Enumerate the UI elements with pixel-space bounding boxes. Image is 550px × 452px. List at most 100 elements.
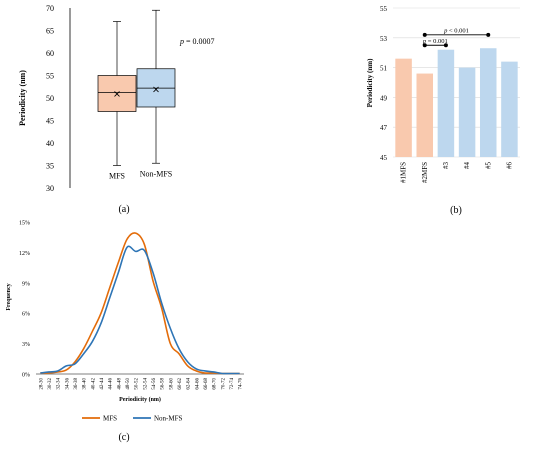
line-chart-x-tick-label: 34-36 <box>65 378 70 390</box>
line-chart-x-tick-label: 44-46 <box>109 378 114 390</box>
boxplot-p-value-annotation: p = 0.0007 <box>179 37 215 46</box>
line-chart-x-tick-label: 66-68 <box>204 378 209 390</box>
boxplot-mean-marker <box>114 91 120 97</box>
bar-chart-x-tick-label: #6 <box>505 162 513 170</box>
line-chart-y-tick-label: 12% <box>19 251 30 257</box>
bar-chart-bar <box>479 48 497 158</box>
line-chart-x-tick-label: 70-72 <box>221 378 226 390</box>
line-chart-x-tick-label: 36-38 <box>74 378 79 390</box>
line-chart-x-tick-label: 30-32 <box>48 378 53 390</box>
boxplot-p-symbol: p <box>179 37 184 46</box>
line-chart-y-tick-label: 15% <box>19 221 30 227</box>
boxplot-y-tick-label: 30 <box>46 184 54 193</box>
significance-bracket-endpoint <box>443 43 448 48</box>
bar-chart-x-tick-labels: #1MFS #2MFS #3 #4 #5 #6 <box>400 162 514 184</box>
boxplot-p-value: = 0.0007 <box>184 37 215 46</box>
line-chart-series-line <box>40 232 240 375</box>
bar-chart-y-tick-label: 47 <box>380 124 388 132</box>
bar-chart-y-tick-labels: 45 47 49 51 53 55 <box>380 5 388 162</box>
line-chart-x-tick-label: 48-50 <box>126 378 131 390</box>
significance-p-value: p = 0.001 <box>422 38 448 45</box>
line-chart-x-tick-label: 38-40 <box>83 378 88 390</box>
boxplot-y-tick-label: 55 <box>46 72 54 81</box>
bar-chart-x-tick-label: #3 <box>442 162 450 170</box>
bar-chart-x-tick-label: #5 <box>484 162 492 170</box>
significance-p-text: < 0.001 <box>447 27 469 34</box>
line-chart-x-tick-label: 68-70 <box>213 378 218 390</box>
bar-chart-y-tick-label: 53 <box>380 35 388 43</box>
line-chart-x-tick-label: 56-58 <box>161 378 166 390</box>
bar-chart-y-tick-label: 49 <box>380 94 388 102</box>
boxplot-category-label: MFS <box>109 172 125 181</box>
boxplot-boxes: MFS Non-MFS <box>97 9 176 181</box>
boxplot-y-axis-label: Periodicity (nm) <box>18 70 27 126</box>
significance-p-symbol: p <box>443 27 448 34</box>
boxplot-panel: 30 35 40 45 50 55 60 65 70 Periodicity (nm) MFS N… <box>18 4 215 215</box>
legend-label: MFS <box>103 415 117 423</box>
line-chart-series <box>40 232 240 375</box>
bar-chart-gridlines <box>393 7 520 158</box>
boxplot-y-tick-label: 40 <box>46 139 54 148</box>
boxplot-y-tick-label: 50 <box>46 94 54 103</box>
line-chart-x-tick-label: 54-56 <box>152 378 157 390</box>
line-chart-x-tick-label: 72-74 <box>230 378 235 390</box>
bar-chart-y-tick-label: 45 <box>380 154 388 162</box>
line-chart-x-axis-label: Periodicity (nm) <box>119 396 161 403</box>
bar-chart-x-tick-label: #1MFS <box>400 162 408 183</box>
bar-chart-x-tick-label: #4 <box>463 162 471 170</box>
line-chart-x-tick-label: 60-62 <box>178 378 183 390</box>
line-chart-x-tick-label: 74-76 <box>239 378 244 390</box>
line-chart-x-tick-label: 32-34 <box>57 378 62 390</box>
bar-chart-panel: 45 47 49 51 53 55 Periodicity (nm) #1MFS #2MFS… <box>366 5 520 216</box>
line-chart-x-tick-label: 42-44 <box>100 378 105 390</box>
significance-bracket-endpoint <box>422 43 427 48</box>
line-chart-x-tick-label: 52-54 <box>143 378 148 390</box>
boxplot-y-tick-label: 35 <box>46 162 54 171</box>
significance-p-text: = 0.001 <box>426 38 448 45</box>
boxplot-y-tick-label: 70 <box>46 4 54 13</box>
bar-chart-y-tick-label: 55 <box>380 5 388 13</box>
bar-chart-y-tick-label: 51 <box>380 65 388 73</box>
line-chart-y-tick-label: 6% <box>22 312 30 318</box>
line-chart-x-tick-label: 28-30 <box>39 378 44 390</box>
panel-label-c: (c) <box>118 432 129 443</box>
line-chart-y-tick-label: 9% <box>22 281 30 287</box>
boxplot-mean-marker <box>153 86 159 93</box>
bar-chart-x-tick-label: #2MFS <box>421 162 429 183</box>
line-chart-x-tick-label: 58-60 <box>169 378 174 390</box>
panel-label-b: (b) <box>450 205 462 216</box>
bar-chart-y-axis-label: Periodicity (nm) <box>366 58 374 107</box>
significance-p-symbol: p <box>422 38 427 45</box>
boxplot-category-label: Non-MFS <box>140 169 172 178</box>
line-chart-x-tick-label: 40-42 <box>91 378 96 390</box>
bar-chart-bar <box>501 61 518 157</box>
boxplot-y-tick-label: 60 <box>46 49 54 58</box>
boxplot-y-tick-label: 65 <box>46 27 54 36</box>
boxplot-y-tick-labels: 30 35 40 45 50 55 60 65 70 <box>46 4 54 193</box>
bar-chart-bar <box>395 58 412 157</box>
line-chart-panel: 0% 3% 6% 9% 12% 15% Frequency 28-30 30-32 32-34… <box>6 221 244 443</box>
bar-chart-bar <box>458 67 476 157</box>
significance-bracket-endpoint <box>486 32 491 37</box>
line-chart-x-tick-label: 50-52 <box>135 378 140 390</box>
line-chart-y-tick-label: 3% <box>22 342 30 348</box>
significance-p-value: p < 0.001 <box>443 27 469 34</box>
panel-label-a: (a) <box>118 204 129 215</box>
line-chart-y-axis-label: Frequency <box>6 283 12 310</box>
line-chart-x-tick-labels: 28-30 30-32 32-34 34-36 36-38 38-40 40-42 42-44… <box>39 378 243 390</box>
line-chart-y-tick-labels: 0% 3% 6% 9% 12% 15% <box>19 221 30 379</box>
significance-bracket-endpoint <box>422 32 427 37</box>
bar-chart-bar <box>416 73 434 157</box>
line-chart-x-tick-label: 64-66 <box>195 378 200 390</box>
bar-chart-bars <box>395 48 518 158</box>
line-chart-legend: MFS Non-MFS <box>82 415 183 423</box>
line-chart-y-tick-label: 0% <box>22 373 30 379</box>
legend-label: Non-MFS <box>154 415 183 423</box>
line-chart-x-tick-label: 62-64 <box>187 378 192 390</box>
line-chart-x-tick-label: 46-48 <box>117 378 122 390</box>
line-chart-series-line <box>40 245 240 375</box>
bar-chart-bar <box>437 49 455 157</box>
boxplot-y-tick-label: 45 <box>46 117 54 126</box>
